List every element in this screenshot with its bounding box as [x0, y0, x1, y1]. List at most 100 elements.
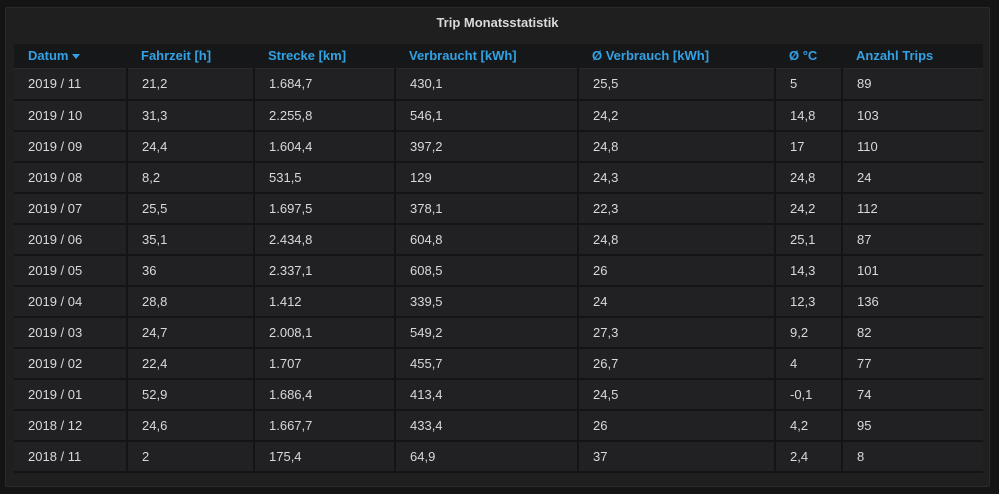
- table-row: 2018 / 11 2 175,4 64,9 37 2,4 8: [14, 440, 983, 473]
- table-cell: 2019 / 04: [14, 285, 128, 318]
- table-cell: 2019 / 07: [14, 192, 128, 225]
- table-cell: 24,8: [775, 161, 843, 194]
- table-cell: 26: [578, 409, 776, 442]
- column-header-datum[interactable]: Datum: [14, 44, 127, 69]
- column-header-verbraucht[interactable]: Verbraucht [kWh]: [395, 44, 578, 69]
- table-cell: 22,3: [578, 192, 776, 225]
- table-row: 2019 / 01 52,9 1.686,4 413,4 24,5 -0,1 74: [14, 378, 983, 411]
- table-cell: 2019 / 08: [14, 161, 128, 194]
- table-row: 2019 / 07 25,5 1.697,5 378,1 22,3 24,2 112: [14, 192, 983, 225]
- table-cell: 2019 / 03: [14, 316, 128, 349]
- table-cell: 136: [842, 285, 983, 318]
- table-cell: 103: [842, 99, 983, 132]
- table-cell: 2: [127, 440, 255, 473]
- table-cell: 4: [775, 347, 843, 380]
- column-header-fahrzeit[interactable]: Fahrzeit [h]: [127, 44, 254, 69]
- column-header-anzahl-trips[interactable]: Anzahl Trips: [842, 44, 983, 69]
- table-cell: 2019 / 10: [14, 99, 128, 132]
- table-cell: 413,4: [395, 378, 579, 411]
- table-cell: 36: [127, 254, 255, 287]
- table-cell: 175,4: [254, 440, 396, 473]
- table-cell: 95: [842, 409, 983, 442]
- table-cell: 89: [842, 68, 983, 101]
- table-cell: 1.684,7: [254, 68, 396, 101]
- column-header-label: Fahrzeit [h]: [141, 48, 212, 63]
- table-cell: 2.008,1: [254, 316, 396, 349]
- table-cell: 2019 / 11: [14, 68, 128, 101]
- table-row: 2019 / 03 24,7 2.008,1 549,2 27,3 9,2 82: [14, 316, 983, 349]
- table-cell: 2018 / 12: [14, 409, 128, 442]
- table-cell: 28,8: [127, 285, 255, 318]
- table-cell: 27,3: [578, 316, 776, 349]
- table-cell: 2.255,8: [254, 99, 396, 132]
- table-cell: 21,2: [127, 68, 255, 101]
- table-row: 2019 / 04 28,8 1.412 339,5 24 12,3 136: [14, 285, 983, 318]
- table-cell: 608,5: [395, 254, 579, 287]
- table-cell: 2019 / 09: [14, 130, 128, 163]
- column-header-avg-verbrauch[interactable]: Ø Verbrauch [kWh]: [578, 44, 775, 69]
- table-row: 2018 / 12 24,6 1.667,7 433,4 26 4,2 95: [14, 409, 983, 442]
- table-cell: 4,2: [775, 409, 843, 442]
- table-cell: 8,2: [127, 161, 255, 194]
- table-row: 2019 / 05 36 2.337,1 608,5 26 14,3 101: [14, 254, 983, 287]
- table-cell: 52,9: [127, 378, 255, 411]
- table-cell: 26: [578, 254, 776, 287]
- table-cell: 24: [578, 285, 776, 318]
- table-cell: 9,2: [775, 316, 843, 349]
- column-header-label: Ø Verbrauch [kWh]: [592, 48, 710, 63]
- table-cell: 549,2: [395, 316, 579, 349]
- column-header-label: Datum: [28, 48, 69, 63]
- table-cell: 82: [842, 316, 983, 349]
- table-cell: 2019 / 05: [14, 254, 128, 287]
- column-header-label: Anzahl Trips: [856, 48, 934, 63]
- table-cell: 546,1: [395, 99, 579, 132]
- table-cell: 17: [775, 130, 843, 163]
- table-cell: 12,3: [775, 285, 843, 318]
- table-cell: 35,1: [127, 223, 255, 256]
- table-cell: 1.686,4: [254, 378, 396, 411]
- table-cell: 87: [842, 223, 983, 256]
- table-cell: 25,5: [578, 68, 776, 101]
- table-panel: Trip Monatsstatistik Datum Fahrzeit [h] …: [5, 7, 990, 487]
- table-cell: 2019 / 01: [14, 378, 128, 411]
- table-cell: 74: [842, 378, 983, 411]
- table-cell: 25,1: [775, 223, 843, 256]
- table-cell: 26,7: [578, 347, 776, 380]
- panel-title[interactable]: Trip Monatsstatistik: [436, 15, 559, 30]
- table-cell: 2019 / 06: [14, 223, 128, 256]
- table-cell: 604,8: [395, 223, 579, 256]
- table-cell: 455,7: [395, 347, 579, 380]
- table-row: 2019 / 02 22,4 1.707 455,7 26,7 4 77: [14, 347, 983, 380]
- table-cell: 397,2: [395, 130, 579, 163]
- table-cell: 1.707: [254, 347, 396, 380]
- table-cell: 8: [842, 440, 983, 473]
- table-cell: 24,6: [127, 409, 255, 442]
- table-body: 2019 / 11 21,2 1.684,7 430,1 25,5 5 89 2019 / 1…: [14, 68, 983, 473]
- column-header-avg-temp[interactable]: Ø °C: [775, 44, 842, 69]
- table-cell: 24,7: [127, 316, 255, 349]
- table-cell: 339,5: [395, 285, 579, 318]
- table-cell: -0,1: [775, 378, 843, 411]
- table-row: 2019 / 06 35,1 2.434,8 604,8 24,8 25,1 87: [14, 223, 983, 256]
- column-header-label: Verbraucht [kWh]: [409, 48, 517, 63]
- table-cell: 5: [775, 68, 843, 101]
- table-cell: 25,5: [127, 192, 255, 225]
- table-cell: 31,3: [127, 99, 255, 132]
- table-cell: 2018 / 11: [14, 440, 128, 473]
- table-cell: 430,1: [395, 68, 579, 101]
- table-cell: 1.667,7: [254, 409, 396, 442]
- table-cell: 531,5: [254, 161, 396, 194]
- table-cell: 1.697,5: [254, 192, 396, 225]
- trip-stats-table: Datum Fahrzeit [h] Strecke [km] Verbrauc…: [14, 44, 983, 473]
- table-cell: 378,1: [395, 192, 579, 225]
- column-header-label: Ø °C: [789, 48, 818, 63]
- column-header-strecke[interactable]: Strecke [km]: [254, 44, 395, 69]
- table-cell: 24,2: [578, 99, 776, 132]
- table-cell: 112: [842, 192, 983, 225]
- table-cell: 37: [578, 440, 776, 473]
- table-cell: 1.604,4: [254, 130, 396, 163]
- table-cell: 2.337,1: [254, 254, 396, 287]
- table-row: 2019 / 08 8,2 531,5 129 24,3 24,8 24: [14, 161, 983, 194]
- table-cell: 14,3: [775, 254, 843, 287]
- table-cell: 433,4: [395, 409, 579, 442]
